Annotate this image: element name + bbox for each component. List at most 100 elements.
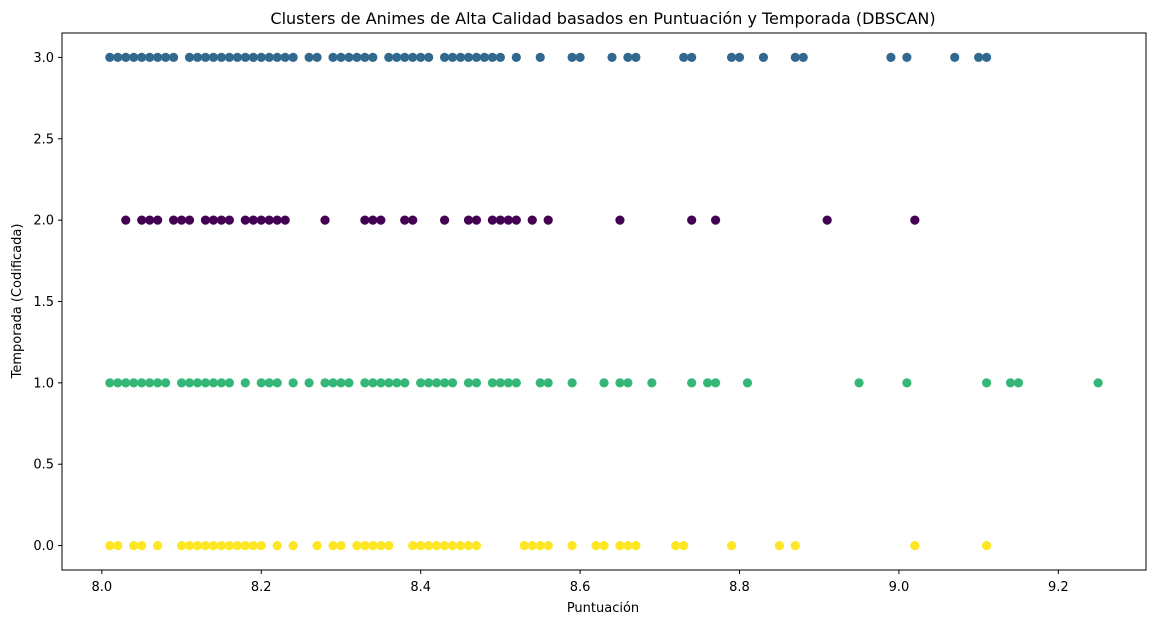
- scatter-point: [224, 378, 234, 388]
- scatter-point: [416, 378, 426, 388]
- scatter-point: [392, 378, 402, 388]
- scatter-point: [272, 540, 282, 551]
- scatter-point: [647, 378, 657, 388]
- scatter-point: [192, 52, 203, 63]
- scatter-point: [543, 215, 553, 225]
- scatter-point: [535, 540, 545, 551]
- scatter-point: [312, 540, 322, 551]
- scatter-point: [153, 215, 163, 225]
- y-tick-label: 0.0: [33, 539, 54, 554]
- scatter-point: [184, 378, 195, 388]
- scatter-point: [511, 52, 521, 63]
- scatter-point: [981, 540, 992, 551]
- scatter-point: [599, 540, 609, 551]
- scatter-point: [216, 540, 227, 551]
- scatter-point: [447, 540, 458, 551]
- scatter-point: [344, 378, 354, 388]
- scatter-point: [463, 540, 474, 551]
- scatter-point: [376, 378, 386, 388]
- scatter-point: [790, 540, 800, 551]
- scatter-point: [264, 52, 274, 63]
- scatter-point: [774, 540, 784, 551]
- scatter-point: [137, 540, 147, 551]
- y-tick-label: 0.5: [33, 458, 54, 473]
- scatter-point: [687, 215, 697, 225]
- scatter-point: [726, 52, 737, 63]
- scatter-point: [567, 378, 577, 388]
- scatter-point: [902, 378, 912, 388]
- scatter-point: [105, 540, 115, 551]
- scatter-point: [511, 378, 521, 388]
- scatter-point: [105, 52, 115, 63]
- scatter-point: [113, 378, 123, 388]
- scatter-point: [726, 540, 737, 551]
- scatter-point: [703, 378, 713, 388]
- scatter-point: [137, 52, 147, 63]
- scatter-point: [328, 52, 338, 63]
- scatter-point: [153, 540, 163, 551]
- scatter-point: [527, 215, 537, 225]
- scatter-point: [304, 378, 314, 388]
- scatter-point: [216, 52, 227, 63]
- y-tick-label: 2.5: [33, 132, 54, 147]
- scatter-point: [280, 215, 290, 225]
- scatter-point: [623, 540, 633, 551]
- scatter-point: [352, 540, 362, 551]
- scatter-point: [416, 540, 426, 551]
- scatter-point: [248, 215, 258, 225]
- scatter-point: [232, 540, 242, 551]
- scatter-point: [400, 378, 410, 388]
- scatter-point: [161, 52, 171, 63]
- scatter-point: [392, 52, 402, 63]
- scatter-point: [312, 52, 322, 63]
- scatter-point: [535, 52, 545, 63]
- scatter-point: [679, 52, 689, 63]
- scatter-point: [376, 540, 386, 551]
- scatter-point: [439, 215, 450, 225]
- scatter-point: [256, 215, 266, 225]
- scatter-point: [408, 540, 418, 551]
- scatter-point: [129, 540, 139, 551]
- x-tick-label: 8.6: [570, 580, 591, 595]
- scatter-point: [631, 540, 641, 551]
- scatter-point: [272, 52, 282, 63]
- scatter-point: [272, 378, 282, 388]
- scatter-point: [463, 52, 474, 63]
- scatter-point: [615, 540, 625, 551]
- scatter-point: [567, 540, 577, 551]
- y-tick-label: 2.0: [33, 214, 54, 229]
- x-axis: 8.0 8.2 8.4 8.6 8.8 9.0 9.2: [92, 570, 1069, 595]
- scatter-point: [758, 52, 769, 63]
- scatter-point: [408, 215, 418, 225]
- scatter-point: [248, 540, 258, 551]
- scatter-point: [400, 52, 410, 63]
- scatter-point: [503, 378, 513, 388]
- y-tick-label: 3.0: [33, 51, 54, 66]
- scatter-point: [981, 378, 992, 388]
- y-tick-label: 1.0: [33, 376, 54, 391]
- scatter-point: [471, 378, 482, 388]
- scatter-point: [161, 378, 171, 388]
- scatter-point: [376, 215, 386, 225]
- scatter-point: [503, 215, 513, 225]
- scatter-point: [280, 52, 290, 63]
- scatter-point: [471, 52, 482, 63]
- scatter-point: [208, 52, 219, 63]
- scatter-point: [336, 540, 346, 551]
- scatter-point: [232, 52, 242, 63]
- y-axis: 0.0 0.5 1.0 1.5 2.0 2.5 3.0: [33, 51, 62, 554]
- scatter-point: [687, 378, 697, 388]
- scatter-point: [336, 52, 346, 63]
- scatter-point: [679, 540, 689, 551]
- scatter-point: [447, 378, 458, 388]
- scatter-point: [360, 52, 370, 63]
- scatter-point: [320, 215, 330, 225]
- scatter-point: [240, 52, 250, 63]
- x-tick-label: 8.4: [410, 580, 431, 595]
- scatter-point: [447, 52, 458, 63]
- scatter-point: [1093, 378, 1103, 388]
- scatter-point: [368, 215, 378, 225]
- scatter-point: [208, 540, 219, 551]
- scatter-point: [543, 540, 553, 551]
